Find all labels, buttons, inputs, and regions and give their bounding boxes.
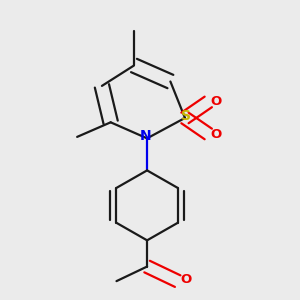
Text: O: O — [211, 95, 222, 108]
Text: O: O — [181, 273, 192, 286]
Text: S: S — [181, 109, 191, 123]
Text: N: N — [140, 129, 152, 143]
Text: O: O — [211, 128, 222, 141]
